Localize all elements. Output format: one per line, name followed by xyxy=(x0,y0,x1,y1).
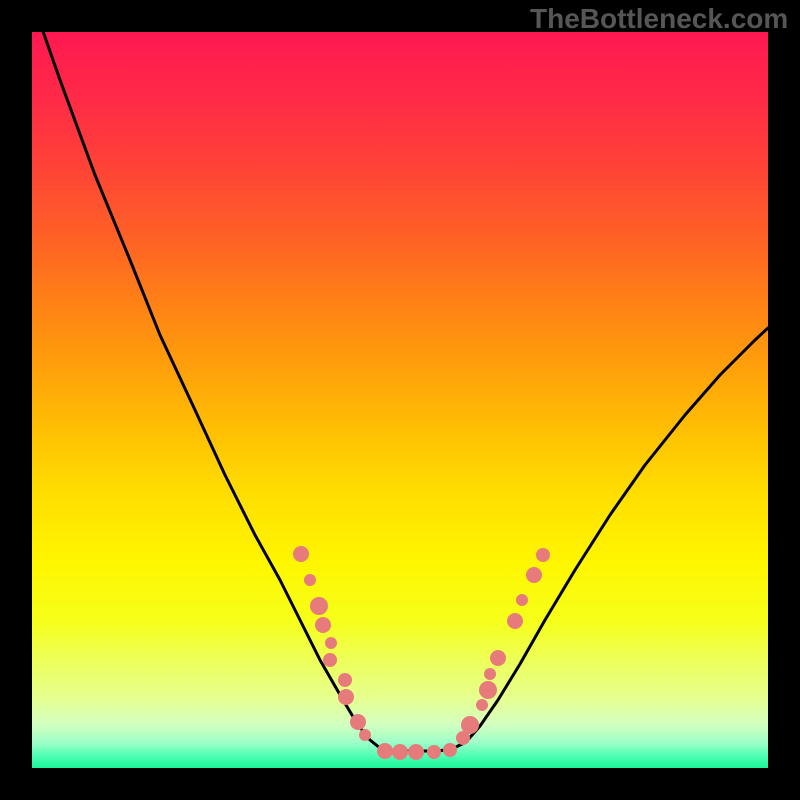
marker-dot xyxy=(490,650,506,666)
marker-dot xyxy=(325,637,337,649)
marker-dot xyxy=(536,548,550,562)
watermark-text: TheBottleneck.com xyxy=(530,3,788,35)
marker-dot xyxy=(516,594,528,606)
marker-dot xyxy=(377,743,393,759)
marker-dot xyxy=(476,699,488,711)
marker-dot xyxy=(315,617,331,633)
plot-background xyxy=(32,32,768,768)
marker-dot xyxy=(392,744,408,760)
marker-dot xyxy=(526,567,542,583)
marker-dot xyxy=(293,546,309,562)
marker-dot xyxy=(304,574,316,586)
marker-dot xyxy=(310,597,328,615)
marker-dot xyxy=(443,743,457,757)
marker-dot xyxy=(338,689,354,705)
marker-dot xyxy=(507,613,523,629)
marker-dot xyxy=(408,744,424,760)
marker-dot xyxy=(359,729,371,741)
marker-dot xyxy=(484,668,496,680)
marker-dot xyxy=(461,716,479,734)
marker-dot xyxy=(338,673,352,687)
marker-dot xyxy=(350,714,366,730)
marker-dot xyxy=(427,745,441,759)
bottleneck-chart xyxy=(0,0,800,800)
marker-dot xyxy=(323,653,337,667)
marker-dot xyxy=(479,681,497,699)
